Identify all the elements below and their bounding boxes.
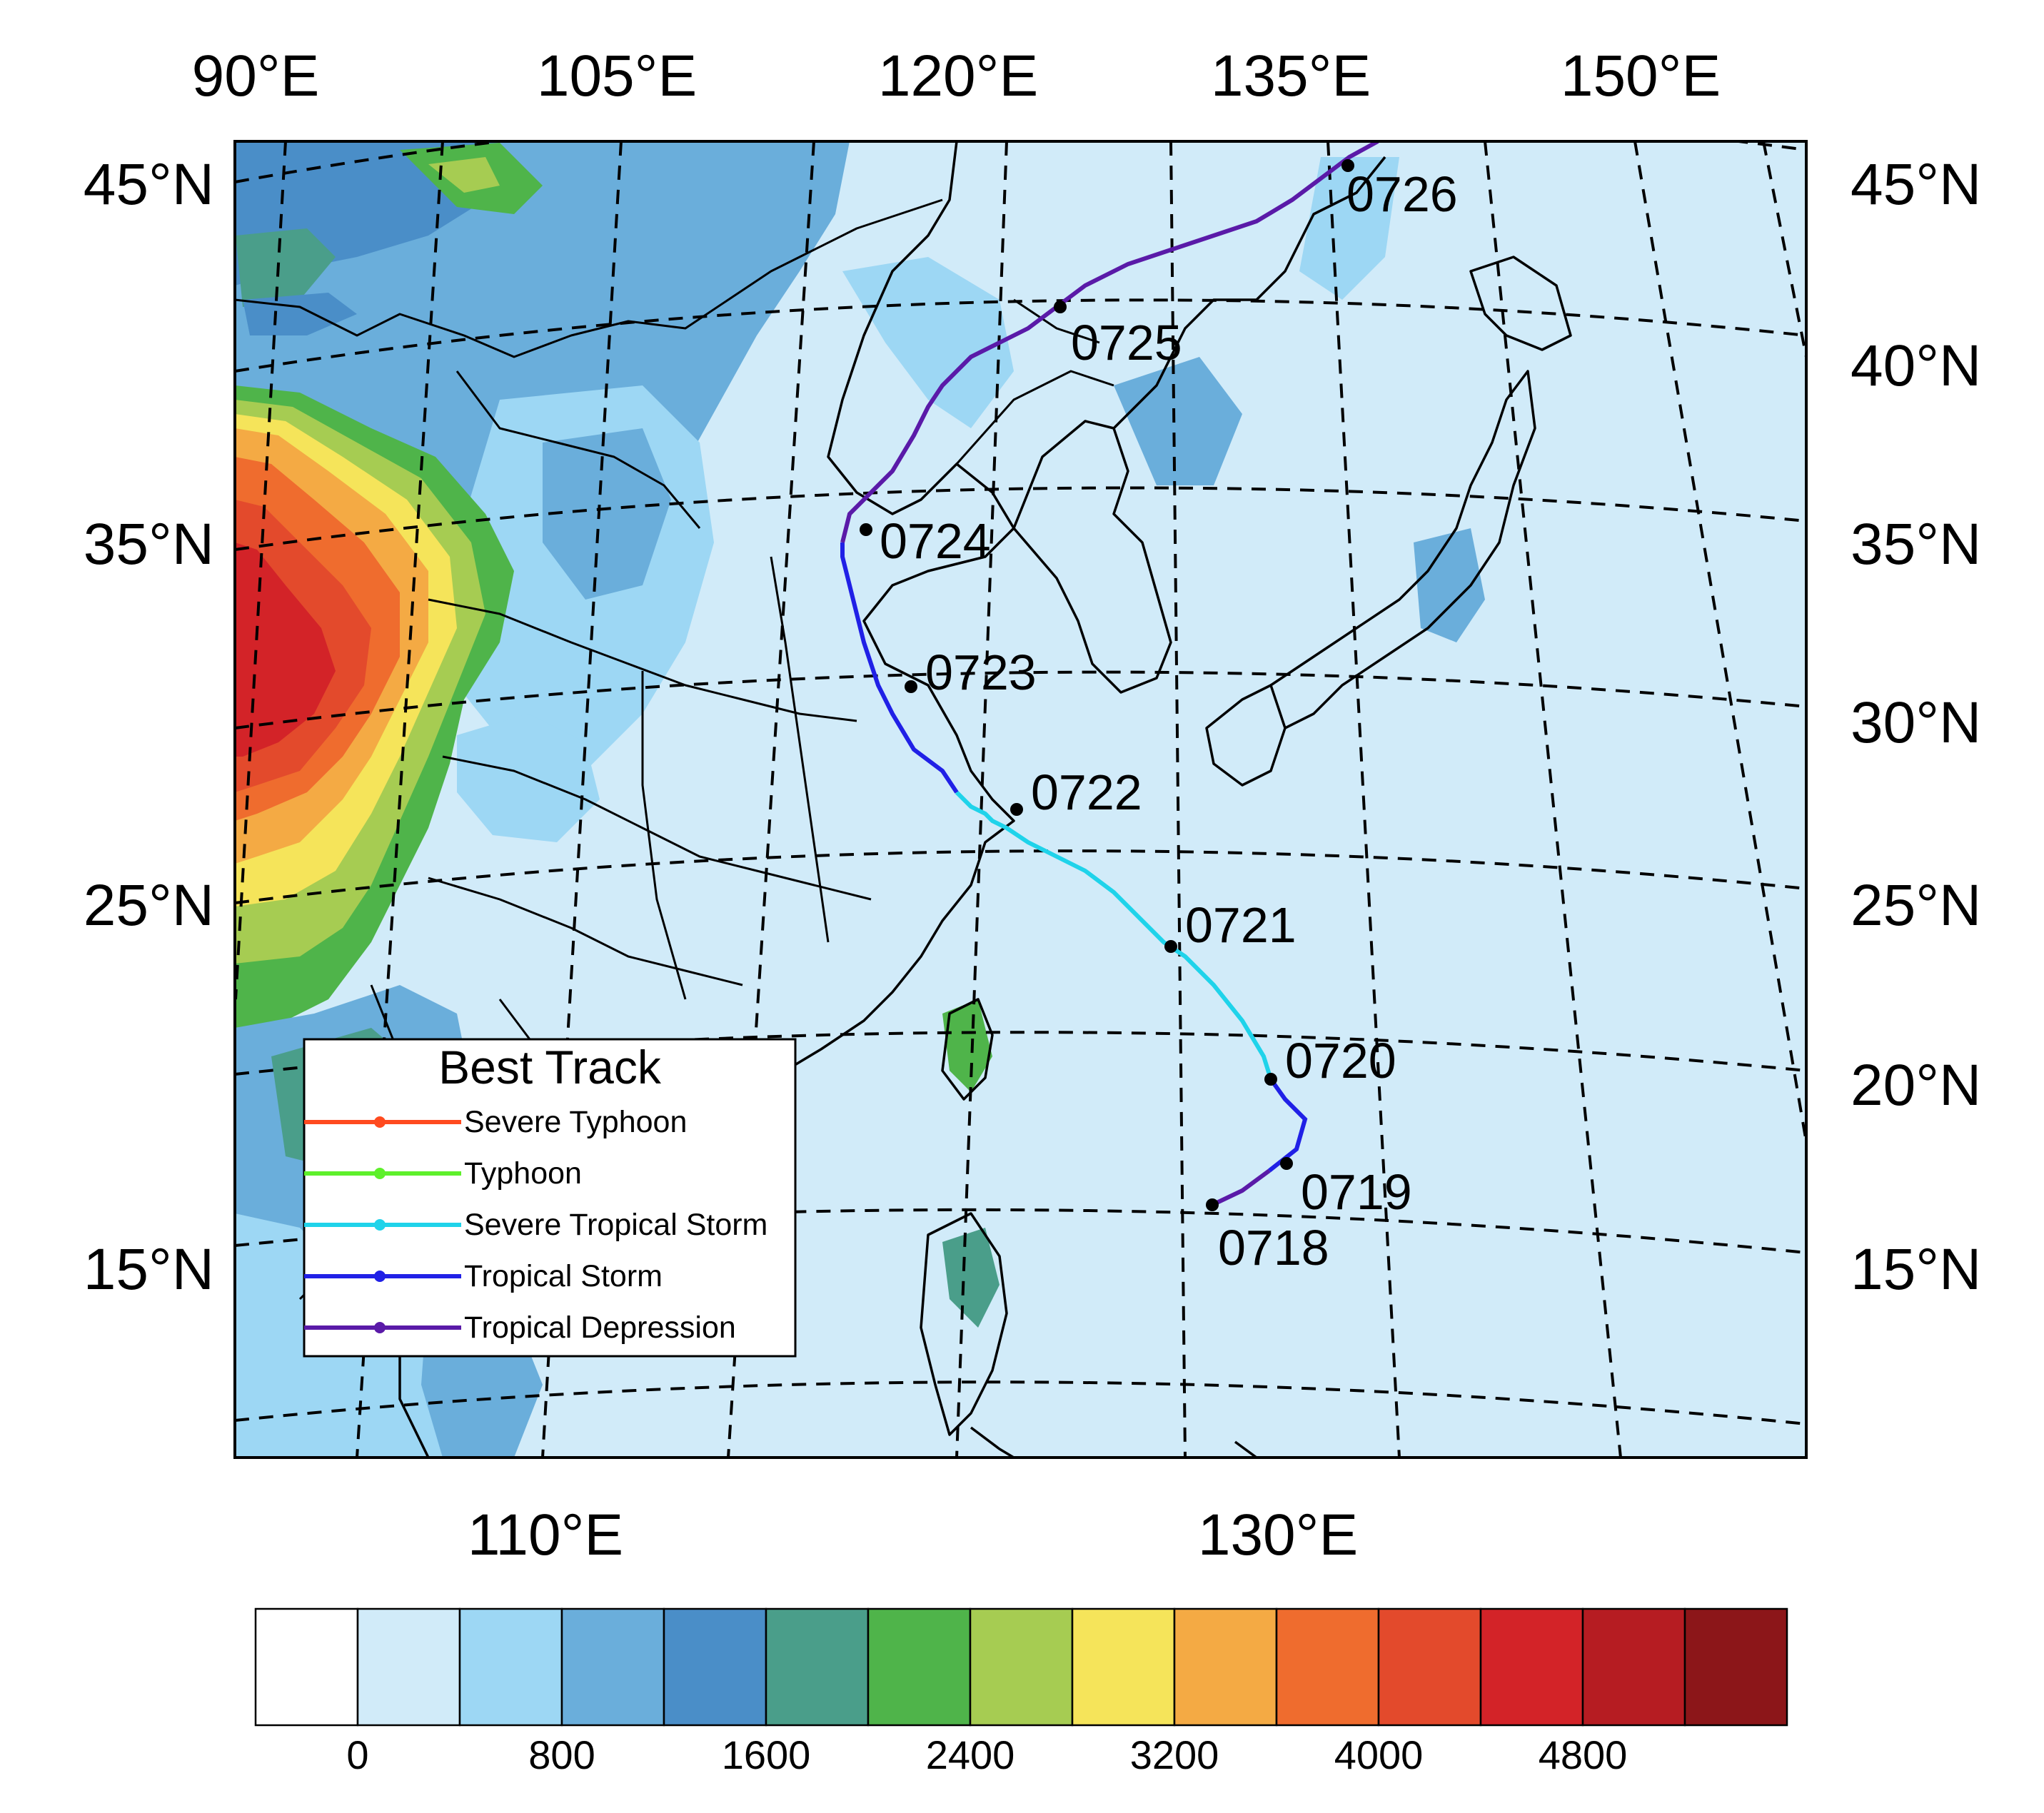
stamp-0722: 0722 [1031, 764, 1142, 820]
track-point-0718 [1206, 1198, 1219, 1211]
stamp-0726: 0726 [1346, 166, 1458, 222]
colorbar-tick-labels: 0 800 1600 2400 3200 4000 4800 [346, 1732, 1627, 1777]
legend-label: Typhoon [464, 1156, 582, 1191]
track-segment-sts [955, 790, 1273, 1080]
legend-marker [374, 1219, 386, 1231]
top-lon-label: 120°E [878, 44, 1038, 108]
colorbar-swatch [1377, 1607, 1482, 1727]
left-lat-label: 35°N [84, 512, 214, 577]
legend: Best Track Severe Typhoon Typhoon Severe… [303, 1038, 797, 1358]
legend-entry-tropical-storm: Tropical Storm [304, 1259, 663, 1293]
legend-box [303, 1038, 797, 1358]
bottom-lon-label: 130°E [1198, 1503, 1358, 1567]
right-lat-label: 45°N [1851, 152, 1981, 217]
legend-entry-tropical-depression: Tropical Depression [304, 1310, 736, 1345]
left-lat-label: 15°N [84, 1237, 214, 1302]
legend-title: Best Track [438, 1041, 662, 1094]
track-point-0720 [1264, 1073, 1277, 1086]
colorbar-swatch [765, 1607, 870, 1727]
bottom-longitude-labels: 110°E 130°E [468, 1503, 1358, 1567]
colorbar-swatch [1683, 1607, 1788, 1727]
top-longitude-labels: 90°E 105°E 120°E 135°E 150°E [192, 44, 1721, 108]
right-lat-label: 30°N [1851, 690, 1981, 755]
top-lon-label: 90°E [192, 44, 320, 108]
colorbar-swatch [1479, 1607, 1584, 1727]
legend-marker [374, 1271, 386, 1282]
left-latitude-labels: 45°N 35°N 25°N 15°N [84, 152, 214, 1302]
legend-marker [374, 1322, 386, 1333]
colorbar-swatch [1275, 1607, 1380, 1727]
colorbar-swatch [1173, 1607, 1278, 1727]
colorbar-swatch [663, 1607, 767, 1727]
colorbar-tick-label: 1600 [722, 1732, 811, 1777]
storm-track [840, 141, 1379, 1207]
stamp-0721: 0721 [1185, 897, 1297, 953]
right-latitude-labels: 45°N 40°N 35°N 30°N 25°N 20°N 15°N [1851, 152, 1981, 1302]
colorbar-swatch [969, 1607, 1074, 1727]
colorbar-tick-label: 2400 [926, 1732, 1015, 1777]
stamp-0719: 0719 [1301, 1164, 1412, 1220]
colorbar-swatch [867, 1607, 972, 1727]
legend-entry-typhoon: Typhoon [304, 1156, 582, 1191]
track-segment-ts-2 [840, 542, 959, 794]
legend-label: Tropical Storm [464, 1259, 663, 1293]
stamp-0723: 0723 [925, 645, 1037, 700]
legend-entry-severe-tropical-storm: Severe Tropical Storm [304, 1208, 767, 1242]
top-lon-label: 135°E [1211, 44, 1371, 108]
top-lon-label: 150°E [1561, 44, 1721, 108]
bottom-lon-label: 110°E [468, 1503, 623, 1567]
track-point-0723 [905, 680, 917, 693]
left-lat-label: 45°N [84, 152, 214, 217]
right-lat-label: 35°N [1851, 512, 1981, 577]
right-lat-label: 25°N [1851, 873, 1981, 938]
stamp-0720: 0720 [1285, 1033, 1396, 1089]
right-lat-label: 20°N [1851, 1053, 1981, 1118]
colorbar-swatch [1071, 1607, 1176, 1727]
track-point-0724 [860, 523, 872, 536]
top-lon-label: 105°E [537, 44, 697, 108]
colorbar-swatch [356, 1607, 461, 1727]
colorbar-tick-label: 4800 [1539, 1732, 1628, 1777]
legend-label: Severe Typhoon [464, 1105, 687, 1139]
track-point-0722 [1010, 803, 1023, 816]
track-point-0725 [1054, 301, 1067, 313]
track-stamps: 0718 0719 0720 0721 0722 0723 0724 0725 … [880, 166, 1458, 1276]
colorbar-tick-label: 4000 [1334, 1732, 1424, 1777]
legend-entry-severe-typhoon: Severe Typhoon [304, 1105, 687, 1139]
colorbar-swatch [458, 1607, 563, 1727]
legend-marker [374, 1168, 386, 1179]
track-segment-td-end [840, 141, 1379, 543]
right-lat-label: 15°N [1851, 1237, 1981, 1302]
colorbar-swatch [560, 1607, 665, 1727]
colorbar-swatch [254, 1607, 359, 1727]
colorbar-tick-label: 3200 [1130, 1732, 1219, 1777]
stamp-0718: 0718 [1218, 1220, 1329, 1276]
track-point-0726 [1341, 159, 1354, 172]
legend-label: Severe Tropical Storm [464, 1208, 767, 1242]
right-lat-label: 40°N [1851, 333, 1981, 398]
colorbar-tick-label: 800 [528, 1732, 595, 1777]
track-point-0721 [1164, 940, 1177, 953]
elevation-colorbar [254, 1607, 1788, 1727]
stamp-0725: 0725 [1071, 315, 1182, 370]
track-segment-ts-1 [1268, 1078, 1308, 1173]
colorbar-tick-label: 0 [346, 1732, 368, 1777]
stamp-0724: 0724 [880, 513, 991, 569]
map-frame [233, 140, 1808, 1459]
legend-label: Tropical Depression [464, 1310, 736, 1345]
track-point-0719 [1280, 1157, 1293, 1170]
legend-marker [374, 1116, 386, 1128]
left-lat-label: 25°N [84, 873, 214, 938]
colorbar-swatch [1581, 1607, 1686, 1727]
track-segment-td-start [1211, 1168, 1271, 1207]
track-markers [860, 159, 1354, 1211]
